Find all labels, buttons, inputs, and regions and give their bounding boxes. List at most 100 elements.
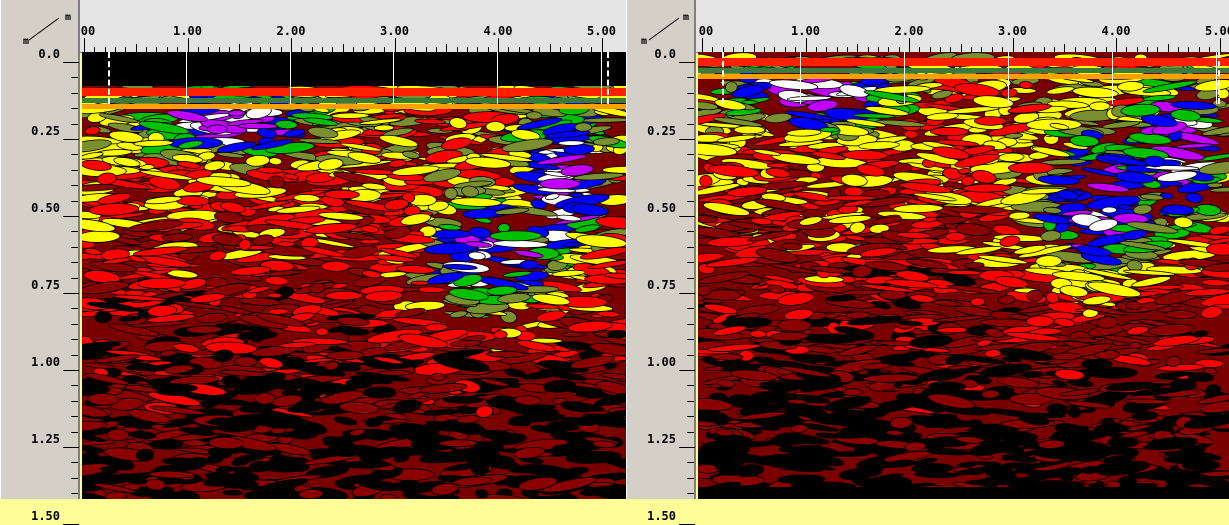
distance-minor-tick (259, 47, 261, 52)
distance-major-tick (1116, 38, 1117, 52)
unit-divider-icon (28, 17, 60, 41)
depth-minor-tick (71, 308, 78, 310)
distance-minor-tick (1188, 47, 1190, 52)
unit-corner-right: m m (627, 0, 695, 56)
depth-major-tick (679, 216, 695, 217)
distance-minor-tick (353, 47, 355, 52)
distance-minor-tick (877, 47, 879, 52)
distance-minor-tick (929, 47, 931, 52)
distance-major-tick (805, 38, 807, 52)
depth-minor-tick (71, 477, 78, 479)
depth-label: 1.50 (647, 509, 676, 523)
distance-minor-tick (712, 47, 714, 52)
distance-minor-tick (580, 47, 582, 52)
depth-major-tick (63, 62, 79, 63)
distance-unit: m (65, 12, 72, 23)
distance-minor-tick (919, 47, 921, 52)
depth-minor-tick (71, 231, 78, 233)
depth-major-tick (63, 447, 79, 448)
distance-minor-tick (208, 47, 210, 52)
depth-minor-tick (71, 185, 78, 187)
distance-minor-tick (743, 47, 745, 52)
distance-minor-tick (363, 47, 365, 52)
depth-minor-tick (71, 262, 78, 264)
distance-minor-tick (1084, 47, 1086, 52)
distance-label: 4.00 (1101, 24, 1131, 38)
depth-minor-tick (71, 246, 78, 248)
radargram-panel-left: m m 0.0 0.25 0.50 0.75 1.00 1.25 1.50 00 1.00 2.… (0, 0, 626, 525)
depth-major-tick (679, 293, 695, 294)
distance-minor-tick (280, 47, 282, 52)
distance-minor-tick (508, 47, 510, 52)
distance-minor-tick (826, 47, 828, 52)
distance-minor-tick (228, 47, 230, 52)
depth-label: 0.50 (31, 201, 60, 215)
depth-label: 1.00 (31, 355, 60, 369)
distance-minor-tick (1198, 47, 1200, 52)
depth-label: 0.25 (647, 124, 676, 138)
distance-minor-tick (722, 47, 724, 52)
metre-marker-line (1216, 52, 1217, 104)
depth-label: 1.00 (647, 355, 676, 369)
distance-minor-tick (415, 47, 417, 52)
depth-minor-tick (71, 431, 78, 433)
depth-label: 0.50 (647, 201, 676, 215)
distance-minor-tick (384, 47, 386, 52)
distance-minor-tick (466, 47, 468, 52)
distance-major-tick (601, 38, 603, 52)
distance-minor-tick (764, 47, 766, 52)
distance-minor-tick (1043, 47, 1045, 52)
depth-minor-tick (687, 400, 694, 402)
distance-minor-tick (177, 47, 179, 52)
depth-minor-tick (71, 354, 78, 356)
distance-minor-tick (1167, 44, 1169, 52)
distance-minor-tick (815, 47, 817, 52)
depth-major-tick (679, 139, 695, 140)
distance-major-tick (84, 38, 85, 52)
distance-minor-tick (456, 47, 458, 52)
distance-minor-tick (1002, 47, 1004, 52)
distance-minor-tick (446, 44, 448, 52)
depth-minor-tick (687, 108, 694, 110)
depth-minor-tick (687, 92, 694, 94)
distance-minor-tick (518, 47, 520, 52)
distance-minor-tick (1157, 47, 1159, 52)
depth-minor-tick (687, 431, 694, 433)
radargram-svg (82, 52, 626, 499)
depth-label: 0.75 (647, 278, 676, 292)
depth-major-tick (63, 139, 79, 140)
distance-label: 1.00 (173, 24, 202, 38)
distance-minor-tick (1022, 47, 1024, 52)
distance-major-tick (394, 38, 396, 52)
depth-minor-tick (687, 323, 694, 325)
distance-minor-tick (795, 47, 797, 52)
depth-minor-tick (687, 416, 694, 418)
distance-axis-right: 00 1.00 2.00 3.00 4.00 5.00 (696, 0, 1229, 53)
edge-dash-marker (1218, 52, 1220, 104)
depth-minor-tick (687, 385, 694, 387)
distance-minor-tick (404, 47, 406, 52)
distance-minor-tick (249, 47, 251, 52)
distance-minor-tick (560, 47, 562, 52)
distance-label: 3.00 (998, 24, 1027, 38)
depth-minor-tick (71, 123, 78, 125)
distance-minor-tick (425, 47, 427, 52)
distance-minor-tick (549, 44, 551, 52)
depth-minor-tick (71, 108, 78, 110)
distance-minor-tick (888, 47, 890, 52)
distance-minor-tick (135, 44, 137, 52)
depth-minor-tick (687, 185, 694, 187)
depth-minor-tick (71, 400, 78, 402)
depth-major-tick (63, 216, 79, 217)
depth-minor-tick (71, 493, 78, 495)
edge-dash-marker (607, 52, 609, 104)
depth-minor-tick (687, 200, 694, 202)
depth-label: 0.75 (31, 278, 60, 292)
depth-minor-tick (71, 169, 78, 171)
distance-minor-tick (733, 47, 735, 52)
depth-minor-tick (71, 462, 78, 464)
no-data-region (698, 487, 1229, 499)
depth-minor-tick (687, 308, 694, 310)
edge-dash-marker (722, 52, 724, 104)
distance-minor-tick (301, 47, 303, 52)
